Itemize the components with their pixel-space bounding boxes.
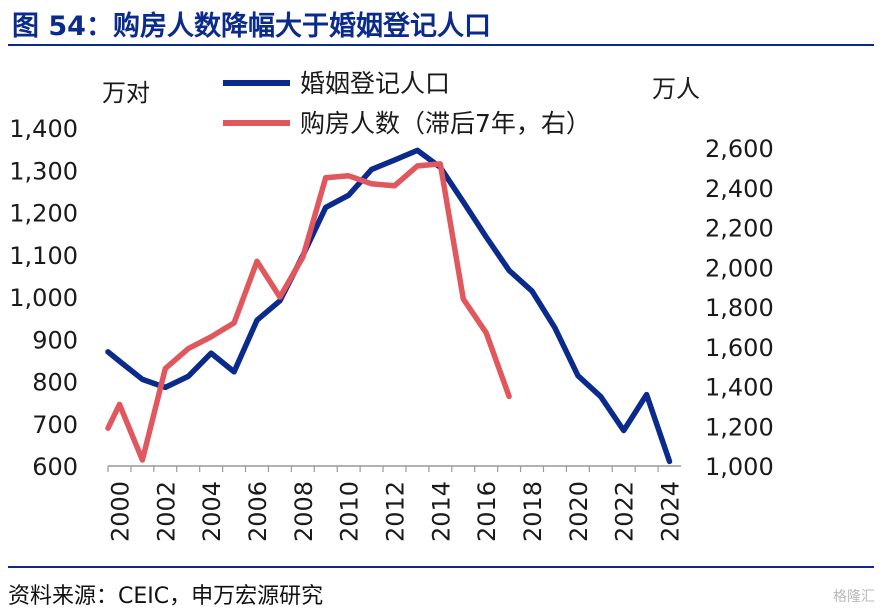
right-tick-label: 2,400 [705, 175, 774, 203]
source-note: 资料来源：CEIC，申万宏源研究 [8, 584, 324, 609]
left-tick-label: 1,100 [9, 242, 78, 270]
x-tick-label: 2024 [657, 481, 685, 542]
x-tick-label: 2016 [473, 481, 501, 542]
right-tick-label: 1,200 [705, 413, 774, 441]
x-axis: 2000 2002 2004 2006 2008 2010 2012 2014 2016 2018… [106, 465, 685, 542]
title-divider [8, 44, 874, 46]
page-title: 图 54：购房人数降幅大于婚姻登记人口 [12, 11, 491, 42]
x-tick-label: 2004 [198, 481, 226, 542]
x-tick-label: 2008 [290, 481, 318, 542]
right-axis-ticks: 1,000 1,200 1,400 1,600 1,800 2,000 2,200 2,400… [705, 135, 774, 481]
watermark: 格隆汇 [833, 589, 875, 605]
left-axis-unit-label: 万对 [102, 79, 150, 107]
left-tick-label: 1,400 [9, 115, 78, 143]
right-tick-label: 1,000 [705, 453, 774, 481]
series-line-marriage [105, 147, 673, 465]
x-tick-label: 2022 [611, 481, 639, 542]
right-tick-label: 2,200 [705, 215, 774, 243]
right-tick-label: 1,800 [705, 294, 774, 322]
left-tick-label: 1,300 [9, 157, 78, 185]
x-tick-label: 2010 [336, 481, 364, 542]
right-axis-unit-label: 万人 [652, 75, 700, 103]
dual-axis-line-chart: 600 700 800 900 1,000 1,100 1,200 1,300 1,400 1,… [9, 69, 774, 542]
right-tick-label: 2,000 [705, 254, 774, 282]
series-line-buyers [105, 161, 512, 463]
x-tick-label: 2018 [519, 481, 547, 542]
footer-divider [8, 566, 874, 568]
left-tick-label: 900 [32, 326, 78, 354]
right-tick-label: 1,600 [705, 334, 774, 362]
legend-label: 购房人数（滞后7年，右） [300, 109, 591, 138]
x-tick-label: 2006 [244, 481, 272, 542]
left-tick-label: 700 [32, 411, 78, 439]
x-tick-label: 2000 [106, 481, 134, 542]
left-tick-label: 1,200 [9, 200, 78, 228]
x-tick-label: 2012 [382, 481, 410, 542]
legend-label: 婚姻登记人口 [300, 69, 450, 98]
x-tick-label: 2020 [565, 481, 593, 542]
left-axis-ticks: 600 700 800 900 1,000 1,100 1,200 1,300 1,400 [9, 115, 78, 481]
left-tick-label: 600 [32, 453, 78, 481]
series-lines [105, 147, 673, 465]
x-tick-label: 2002 [152, 481, 180, 542]
left-tick-label: 800 [32, 369, 78, 397]
x-tick-label: 2014 [427, 481, 455, 542]
left-tick-label: 1,000 [9, 284, 78, 312]
right-tick-label: 2,600 [705, 135, 774, 163]
right-tick-label: 1,400 [705, 374, 774, 402]
